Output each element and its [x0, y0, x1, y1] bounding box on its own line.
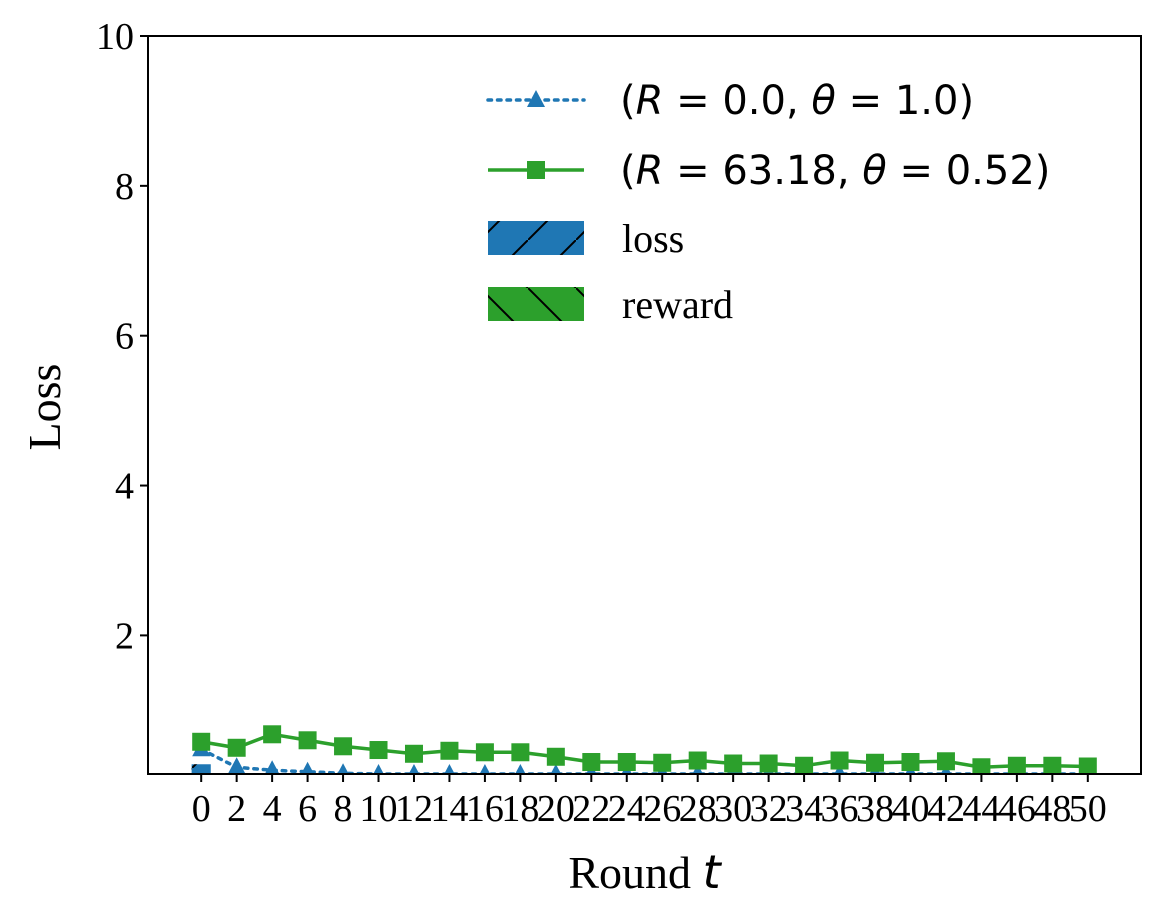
series-0-point-4 [337, 763, 349, 774]
series-1-point-14 [688, 751, 707, 770]
series-1-point-6 [404, 744, 423, 763]
legend-label-0: (R = 0.0, θ = 1.0) [620, 78, 974, 124]
x-tick-label-12: 12 [395, 788, 433, 830]
series-0-point-2 [264, 760, 280, 774]
plot-area [191, 725, 1097, 774]
legend-label-1: (R = 63.18, θ = 0.52) [620, 148, 1050, 194]
series-1-point-21 [936, 752, 955, 771]
x-tick-label-28: 28 [679, 788, 717, 830]
y-tick-label-2: 2 [115, 615, 134, 657]
series-1-point-18 [830, 751, 849, 770]
x-tick-label-26: 26 [643, 788, 681, 830]
x-tick-label-18: 18 [501, 788, 539, 830]
series-1-point-15 [724, 754, 743, 773]
x-tick-label-0: 0 [192, 788, 211, 830]
series-1-point-8 [475, 743, 494, 762]
x-tick-label-24: 24 [608, 788, 646, 830]
series-1-point-0 [192, 732, 211, 751]
y-tick-label-8: 8 [115, 166, 134, 208]
x-tick-label-20: 20 [537, 788, 575, 830]
x-tick-label-50: 50 [1069, 788, 1107, 830]
series-0-point-7 [444, 764, 455, 774]
legend-marker-0 [527, 90, 545, 107]
x-tick-label-10: 10 [360, 788, 398, 830]
x-tick-label-16: 16 [466, 788, 504, 830]
series-1-point-1 [227, 738, 246, 757]
x-tick-label-30: 30 [714, 788, 752, 830]
series-1-point-9 [511, 743, 530, 762]
series-1-point-3 [298, 731, 317, 750]
series-1-point-11 [582, 753, 601, 772]
x-axis-title: Round t [568, 845, 722, 899]
legend-label-1-part-3: θ [862, 148, 886, 194]
series-1-point-7 [440, 741, 459, 760]
series-1-point-25 [1078, 757, 1097, 774]
series-1-point-20 [901, 753, 920, 772]
series-0-point-1 [227, 757, 246, 774]
x-tick-label-14: 14 [430, 788, 468, 830]
series-1-point-2 [263, 725, 282, 744]
y-tick-label-10: 10 [96, 16, 134, 58]
x-tick-label-34: 34 [785, 788, 823, 830]
series-1-point-23 [1007, 756, 1026, 774]
series-1-point-16 [759, 754, 778, 773]
series-0-point-10 [550, 764, 562, 774]
legend-label-reward: reward [622, 282, 733, 327]
x-tick-label-32: 32 [750, 788, 788, 830]
series-1-point-10 [546, 747, 565, 766]
legend-label-loss: loss [622, 216, 684, 261]
x-tick-label-38: 38 [856, 788, 894, 830]
series-0-point-9 [515, 764, 526, 774]
legend-label-0-part-4: = 1.0) [836, 78, 974, 124]
x-axis-title-text: Round [568, 847, 702, 898]
series-1-point-4 [334, 737, 353, 756]
legend-label-0-part-2: = 0.0, [663, 78, 811, 124]
bar-hatch-loss [191, 764, 211, 774]
x-tick-label-36: 36 [821, 788, 859, 830]
series-0-point-8 [479, 764, 491, 774]
series-1-point-12 [617, 753, 636, 772]
legend-label-0-part-3: θ [811, 78, 835, 124]
legend: (R = 0.0, θ = 1.0)(R = 63.18, θ = 0.52)l… [486, 78, 1050, 327]
series-1-point-5 [369, 741, 388, 760]
x-tick-label-46: 46 [998, 788, 1036, 830]
series-1-point-19 [866, 753, 885, 772]
x-axis-title-var: t [703, 845, 723, 899]
series-0-point-6 [408, 764, 420, 774]
x-tick-label-44: 44 [962, 788, 1000, 830]
series-1-point-24 [1043, 756, 1062, 774]
x-tick-label-48: 48 [1033, 788, 1071, 830]
y-axis-title: Loss [19, 364, 70, 451]
legend-marker-1 [527, 161, 545, 179]
x-tick-label-8: 8 [334, 788, 353, 830]
series-0-point-3 [301, 761, 315, 774]
x-tick-label-2: 2 [227, 788, 246, 830]
x-tick-label-4: 4 [263, 788, 282, 830]
y-tick-label-4: 4 [115, 466, 134, 508]
x-tick-label-40: 40 [891, 788, 929, 830]
series-0-point-5 [373, 764, 384, 774]
x-tick-label-42: 42 [927, 788, 965, 830]
legend-patch-hatch-loss [488, 221, 584, 255]
y-tick-label-6: 6 [115, 316, 134, 358]
axes: 0 2 4 6 8 10121416182022242628303234363840424… [19, 16, 1142, 899]
series-1-point-13 [653, 753, 672, 772]
legend-label-0-part-1: R [636, 78, 664, 124]
x-tick-label-22: 22 [572, 788, 610, 830]
legend-label-1-part-0: ( [620, 148, 636, 194]
series-1-point-22 [972, 758, 991, 774]
legend-label-1-part-2: = 63.18, [663, 148, 862, 194]
series-1-point-17 [795, 756, 814, 774]
legend-patch-hatch-reward [488, 287, 584, 321]
x-tick-label-6: 6 [298, 788, 317, 830]
legend-label-1-part-1: R [636, 148, 664, 194]
plot-frame [147, 35, 1142, 775]
legend-label-1-part-4: = 0.52) [887, 148, 1051, 194]
legend-label-0-part-0: ( [620, 78, 636, 124]
